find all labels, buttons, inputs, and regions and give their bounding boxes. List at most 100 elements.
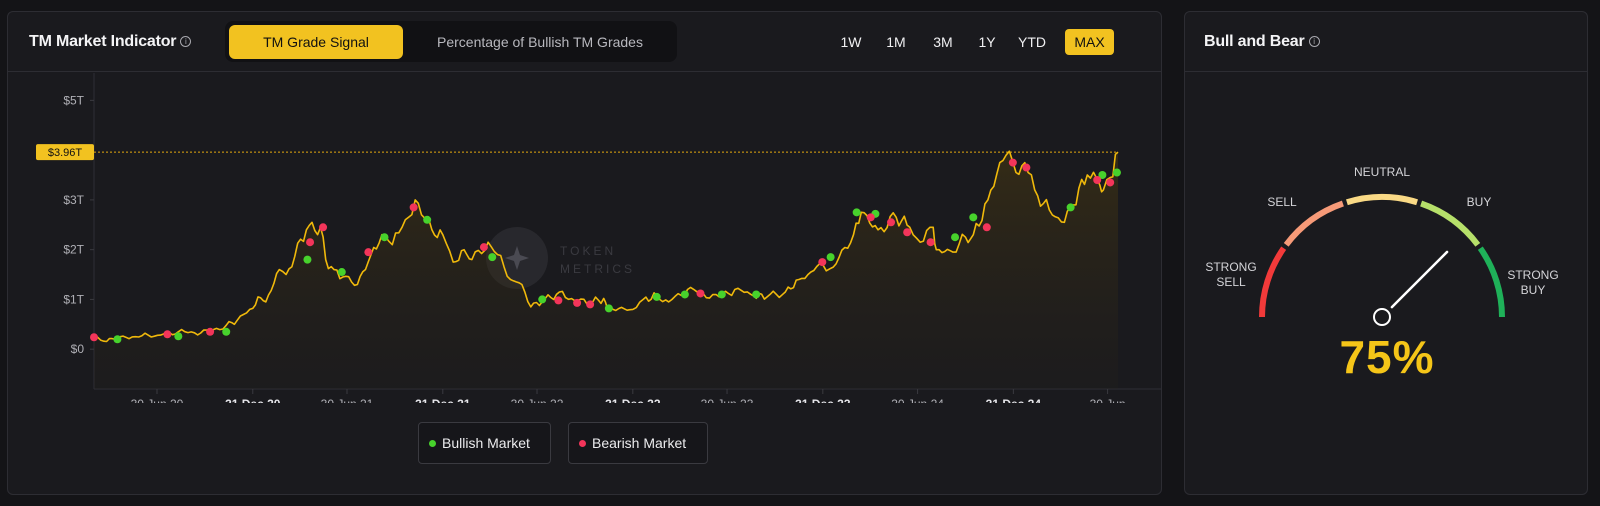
- bull-bear-title: Bull and Bear: [1204, 33, 1305, 50]
- bearish-marker[interactable]: [1022, 163, 1031, 172]
- bullish-marker[interactable]: [652, 292, 661, 301]
- y-axis-ticks: $5T $3T $2T $1T $0: [63, 93, 94, 356]
- x-tick-label: 30 Jun 22: [511, 397, 564, 403]
- current-value-tag-bg: [36, 144, 94, 161]
- x-tick-label: 31 Dec 21: [415, 397, 471, 403]
- y-tick-label: $5T: [63, 93, 84, 107]
- bearish-marker[interactable]: [1106, 178, 1115, 187]
- range-3m-button[interactable]: 3M: [933, 34, 953, 50]
- legend-bullish[interactable]: Bullish Market: [418, 422, 551, 464]
- view-tabs: TM Grade Signal Percentage of Bullish TM…: [225, 21, 677, 62]
- y-tick-label: $2T: [63, 243, 84, 257]
- bullish-marker[interactable]: [951, 233, 960, 242]
- bearish-dot-icon: [579, 440, 586, 447]
- bearish-marker[interactable]: [903, 228, 912, 237]
- x-tick-label: 30 Jun: [1090, 397, 1126, 403]
- label-strong-sell-1: STRONG: [1205, 260, 1256, 274]
- bearish-marker[interactable]: [319, 223, 328, 232]
- market-cap-chart: TOKEN METRICS $5T $3T $2T $1T $0 30 Jun 20 31…: [36, 73, 1161, 403]
- range-ytd-button[interactable]: YTD: [1018, 34, 1046, 50]
- bearish-marker[interactable]: [818, 258, 827, 267]
- bearish-marker[interactable]: [479, 243, 488, 252]
- x-tick-label: 31 Dec 24: [986, 397, 1042, 403]
- y-tick-label: $0: [71, 342, 85, 356]
- bearish-marker[interactable]: [163, 330, 172, 339]
- info-icon[interactable]: i: [1308, 36, 1320, 47]
- gauge-panel-title: Bull and Bear i: [1204, 33, 1320, 51]
- x-tick-label: 30 Jun 23: [701, 397, 754, 403]
- gauge-arc-buy: [1420, 200, 1481, 247]
- bullish-marker[interactable]: [1066, 203, 1075, 212]
- label-sell: SELL: [1267, 195, 1297, 209]
- current-value-tag: $3.96T: [36, 144, 94, 161]
- bearish-marker[interactable]: [364, 248, 373, 257]
- bullish-marker[interactable]: [423, 215, 432, 224]
- gauge-value: 75%: [1339, 331, 1435, 383]
- gauge-pivot: [1373, 308, 1391, 326]
- bearish-marker[interactable]: [206, 327, 215, 336]
- range-1m-button[interactable]: 1M: [886, 34, 906, 50]
- bearish-marker[interactable]: [866, 213, 875, 222]
- bearish-marker[interactable]: [409, 203, 418, 212]
- bullish-marker[interactable]: [969, 213, 978, 222]
- bearish-marker[interactable]: [696, 289, 705, 298]
- bearish-marker[interactable]: [586, 300, 595, 309]
- x-tick-label: 30 Jun 24: [891, 397, 944, 403]
- bull-bear-panel: Bull and Bear i STRONG SELL SELL NEUTRAL …: [1184, 11, 1588, 495]
- x-tick-label: 30 Jun 20: [131, 397, 184, 403]
- bullish-marker[interactable]: [222, 327, 231, 336]
- gauge-panel-header: Bull and Bear i: [1185, 12, 1587, 72]
- watermark-text-2: METRICS: [560, 262, 635, 276]
- bullish-marker[interactable]: [1112, 168, 1121, 177]
- legend-bullish-label: Bullish Market: [442, 435, 530, 451]
- bearish-marker[interactable]: [926, 238, 935, 247]
- current-value-label: $3.96T: [48, 147, 83, 159]
- bearish-marker[interactable]: [90, 333, 98, 342]
- panel-title: TM Market Indicator i: [29, 33, 192, 51]
- bearish-marker[interactable]: [1008, 158, 1017, 167]
- bullish-marker[interactable]: [303, 255, 312, 264]
- bullish-marker[interactable]: [380, 233, 389, 242]
- legend-bearish-label: Bearish Market: [592, 435, 687, 451]
- signal-markers: [90, 158, 1121, 344]
- tab-percentage-bullish[interactable]: Percentage of Bullish TM Grades: [437, 34, 643, 50]
- bullish-marker[interactable]: [538, 295, 547, 304]
- bullish-marker[interactable]: [752, 290, 761, 299]
- tab-tm-grade-signal[interactable]: TM Grade Signal: [229, 25, 403, 59]
- bullish-marker[interactable]: [1098, 171, 1107, 180]
- y-tick-label: $3T: [63, 193, 84, 207]
- label-buy: BUY: [1467, 195, 1492, 209]
- range-1w-button[interactable]: 1W: [840, 34, 862, 50]
- bearish-marker[interactable]: [306, 238, 315, 247]
- legend-bearish[interactable]: Bearish Market: [568, 422, 708, 464]
- x-tick-label: 30 Jun 21: [321, 397, 374, 403]
- bullish-marker[interactable]: [488, 253, 497, 262]
- bullish-marker[interactable]: [680, 290, 689, 299]
- bullish-marker[interactable]: [852, 208, 861, 217]
- gauge-arc-strong-sell: [1259, 246, 1287, 318]
- panel-header: TM Market Indicator i TM Grade Signal Per…: [8, 12, 1161, 72]
- gauge-needle: [1390, 250, 1449, 309]
- gauge-arc-neutral: [1346, 193, 1418, 206]
- x-tick-label: 31 Dec 23: [795, 397, 851, 403]
- bullish-marker[interactable]: [717, 290, 726, 299]
- bearish-marker[interactable]: [1093, 175, 1102, 184]
- bullish-marker[interactable]: [174, 332, 183, 341]
- bullish-marker[interactable]: [113, 335, 122, 344]
- y-tick-label: $1T: [63, 292, 84, 306]
- label-strong-buy-1: STRONG: [1507, 268, 1558, 282]
- bearish-marker[interactable]: [573, 298, 582, 307]
- bullish-marker[interactable]: [826, 253, 835, 262]
- market-indicator-title: TM Market Indicator: [29, 33, 177, 50]
- range-1y-button[interactable]: 1Y: [978, 34, 996, 50]
- bearish-marker[interactable]: [982, 223, 991, 232]
- gauge-arc-sell: [1283, 200, 1344, 247]
- range-max-button[interactable]: MAX: [1065, 29, 1114, 55]
- info-icon[interactable]: i: [180, 36, 192, 47]
- watermark-text-1: TOKEN: [560, 244, 616, 258]
- bearish-marker[interactable]: [554, 296, 563, 305]
- watermark-star-icon: [505, 246, 529, 270]
- bullish-marker[interactable]: [337, 268, 346, 277]
- bullish-marker[interactable]: [604, 304, 613, 313]
- bearish-marker[interactable]: [887, 218, 896, 227]
